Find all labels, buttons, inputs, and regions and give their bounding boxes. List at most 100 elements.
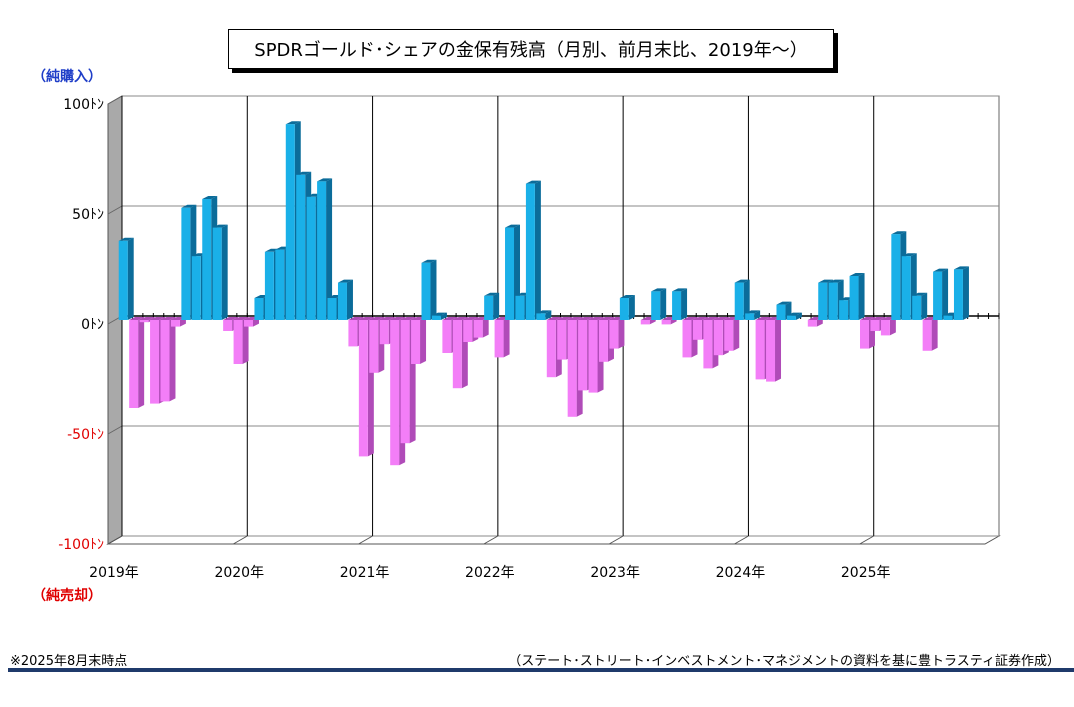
bar-front (160, 320, 170, 402)
bar-front (734, 282, 744, 320)
bar-top (525, 180, 541, 184)
bar (431, 312, 447, 320)
y-tick-label: -50ﾄﾝ (67, 427, 104, 443)
bar (619, 295, 635, 320)
bar-front (933, 271, 943, 320)
bar-front (473, 320, 483, 338)
bar-side (420, 317, 427, 364)
bar-side (921, 292, 928, 320)
bar-front (233, 320, 243, 364)
bar-top (912, 292, 928, 296)
bar-side (942, 268, 949, 320)
bar (411, 317, 427, 364)
bar (212, 224, 228, 320)
bar-front (755, 320, 765, 380)
bar-side (618, 317, 625, 349)
bar-top (139, 317, 155, 320)
bar-front (609, 320, 619, 349)
bar-side (931, 317, 938, 351)
y-tick-label: -100ﾄﾝ (58, 537, 104, 553)
bar-front (640, 320, 650, 325)
bar-top (233, 317, 249, 320)
bar-front (421, 262, 431, 320)
bar-side (795, 312, 802, 320)
bar-front (682, 320, 692, 358)
bar (922, 317, 938, 351)
bar-front (358, 320, 368, 457)
x-tick-label: 2024年 (716, 565, 766, 581)
bar (786, 312, 802, 320)
bar-front (431, 315, 441, 320)
bar-front (525, 183, 535, 320)
bar-front (661, 320, 671, 325)
bar-front (567, 320, 577, 417)
bar-front (150, 320, 160, 404)
y-tick-label: 100ﾄﾝ (63, 97, 104, 113)
bar-top (505, 224, 521, 228)
bar-front (452, 320, 462, 389)
bar (233, 317, 249, 364)
bar-front (275, 249, 285, 320)
y-tick-label: 0ﾄﾝ (81, 317, 104, 333)
bar-front (442, 320, 452, 353)
bar-front (244, 320, 253, 327)
bar-top (358, 317, 374, 320)
bar-top (285, 121, 301, 125)
bar-front (536, 313, 546, 320)
bar-front (348, 320, 358, 347)
bar-front (619, 298, 629, 320)
bar-top (421, 259, 437, 263)
bar-top (348, 317, 364, 320)
gridline-floor (608, 535, 624, 545)
bar (672, 288, 688, 320)
bar-front (212, 227, 222, 320)
chart-bars (118, 121, 969, 466)
bar (933, 268, 949, 320)
bar-front (264, 251, 274, 320)
bar-top (619, 295, 635, 298)
bar-front (327, 298, 337, 320)
bar-top (567, 317, 583, 320)
bar-top (692, 317, 708, 320)
bar (129, 317, 145, 408)
bar-top (452, 317, 468, 320)
bar-top (849, 273, 865, 276)
gridline-floor (859, 535, 874, 545)
gridline-side (107, 205, 123, 215)
bar-front (191, 256, 201, 320)
bar (473, 317, 489, 338)
bar-front (181, 207, 191, 320)
bar-front (588, 320, 598, 393)
gridline-floor (358, 535, 373, 545)
bar-side (962, 266, 969, 320)
bar-front (285, 124, 295, 320)
gridline-floor (483, 535, 499, 545)
bar-side (482, 317, 489, 338)
bar-front (703, 320, 713, 369)
gridline-floor (107, 535, 123, 545)
bar-front (943, 315, 953, 320)
bar-top (755, 317, 771, 320)
bar-front (223, 320, 233, 331)
bar-top (369, 317, 385, 320)
bar-front (870, 320, 880, 331)
bar-front (922, 320, 932, 351)
bar-top (734, 279, 750, 283)
bar-top (870, 317, 886, 320)
bar-side (775, 317, 782, 382)
bar-top (713, 317, 729, 320)
bar-front (202, 199, 212, 320)
bar-top (212, 224, 228, 228)
bar-top (901, 253, 917, 257)
bar-top (431, 312, 447, 316)
bar-front (724, 320, 734, 351)
bar-side (754, 310, 761, 320)
bar-front (118, 240, 128, 320)
bar (849, 273, 865, 320)
bar-front (901, 256, 911, 320)
bar-front (129, 320, 139, 408)
bar-side (493, 292, 500, 320)
bar-front (557, 320, 567, 360)
bar-side (660, 288, 667, 320)
